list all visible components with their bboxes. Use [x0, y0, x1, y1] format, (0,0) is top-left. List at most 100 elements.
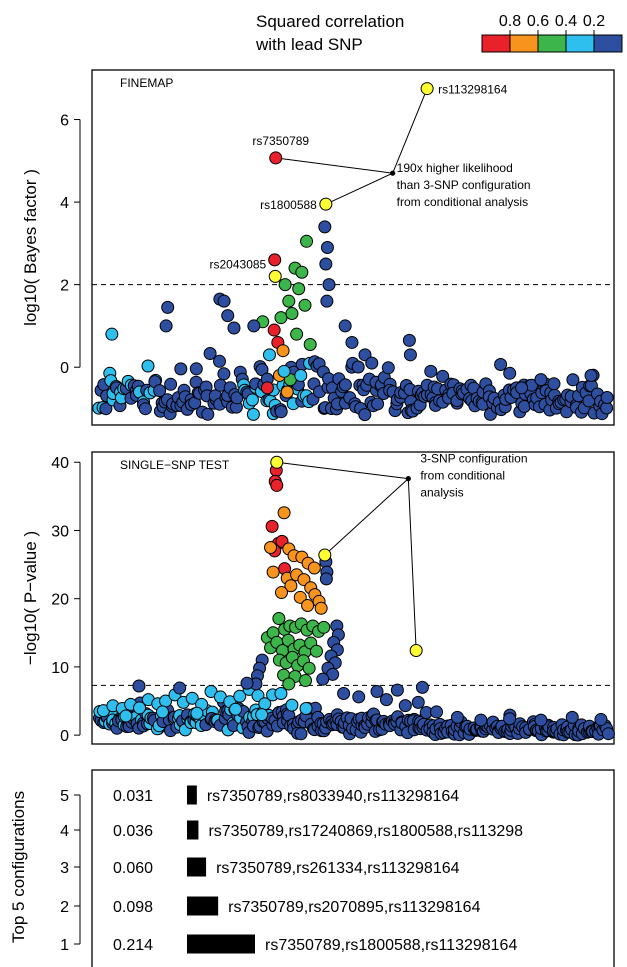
- snp-point: [351, 360, 365, 374]
- snp-point: [245, 393, 259, 407]
- snp-point: [293, 590, 307, 604]
- snp-point: [316, 672, 330, 686]
- snp-point: [190, 706, 204, 720]
- legend-tick-label: 0.4: [555, 13, 577, 30]
- snp-point: [345, 335, 359, 349]
- configuration-probability: 0.031: [113, 788, 153, 805]
- snp-label: rs7350789: [252, 134, 309, 148]
- snp-point: [450, 710, 464, 724]
- snp-point: [274, 405, 288, 419]
- snp-point: [276, 344, 290, 358]
- single-snp-annotation-line2: from conditional: [420, 469, 505, 483]
- snp-point: [307, 561, 321, 575]
- snp-point: [274, 586, 288, 600]
- snp-point: [282, 294, 296, 308]
- annotation-leader-line: [325, 172, 393, 205]
- snp-point: [280, 385, 294, 399]
- snp-point: [294, 727, 308, 741]
- snp-point: [268, 253, 282, 267]
- configuration-probability: 0.098: [113, 899, 153, 916]
- snp-point: [229, 702, 243, 716]
- highlighted-snp-point: [319, 197, 333, 211]
- snp-point: [503, 712, 517, 726]
- snp-point: [474, 713, 488, 727]
- snp-point: [415, 680, 429, 694]
- snp-point: [601, 727, 615, 741]
- snp-point: [390, 683, 404, 697]
- finemap-annotation-line3: from conditional analysis: [397, 195, 528, 209]
- snp-point: [381, 361, 395, 375]
- snp-point: [230, 391, 244, 405]
- y-tick-label: 0: [60, 360, 69, 377]
- snp-point: [298, 674, 312, 688]
- annotation-leader-line: [392, 88, 428, 174]
- single-snp-plot-frame: [91, 451, 615, 745]
- snp-point: [294, 368, 308, 382]
- configuration-probability: 0.214: [113, 937, 153, 954]
- y-tick-label: 40: [51, 455, 69, 472]
- configuration-rank: 1: [60, 937, 69, 954]
- finemap-panel-label: FINEMAP: [120, 76, 173, 90]
- snp-point: [174, 362, 188, 376]
- snp-point: [302, 661, 316, 675]
- legend-color-swatch: [593, 34, 623, 53]
- annotation-junction-dot: [405, 476, 411, 482]
- snp-point: [299, 702, 313, 716]
- snp-point: [203, 347, 217, 360]
- snp-point: [213, 354, 226, 368]
- snp-point: [133, 701, 147, 715]
- single-snp-panel: SINGLE−SNP TEST −log10( P−value ) 0 10 20 3…: [21, 451, 615, 745]
- configuration-snps: rs7350789,rs8033940,rs113298164: [207, 788, 459, 805]
- snp-point: [371, 397, 385, 411]
- legend-title-line2: with lead SNP: [255, 35, 363, 54]
- y-tick-label: 6: [60, 113, 69, 130]
- highlighted-snp-point: [318, 548, 332, 562]
- configuration-rank: 4: [60, 823, 69, 840]
- snp-point: [319, 257, 333, 271]
- snp-point: [337, 687, 351, 701]
- snp-point: [290, 327, 304, 341]
- snp-point: [534, 373, 548, 387]
- snp-point: [566, 373, 580, 387]
- snp-point: [119, 709, 133, 723]
- configuration-snps: rs7350789,rs17240869,rs1800588,rs113298: [208, 823, 523, 840]
- snp-point: [270, 478, 284, 492]
- snp-point: [201, 407, 215, 421]
- annotation-leader-line: [276, 461, 409, 480]
- snp-point: [430, 705, 444, 719]
- snp-point: [300, 234, 314, 248]
- snp-point: [105, 327, 119, 341]
- snp-point: [322, 278, 336, 292]
- annotation-junction-dot: [390, 170, 396, 176]
- snp-point: [295, 265, 309, 279]
- snp-point: [255, 708, 269, 722]
- snp-point: [278, 278, 292, 292]
- highlighted-snp-point: [268, 269, 282, 283]
- snp-point: [534, 713, 548, 727]
- snp-point: [317, 620, 331, 634]
- snp-point: [262, 348, 276, 362]
- snp-point: [338, 378, 352, 392]
- configuration-probability-bar: [187, 934, 255, 954]
- snp-point: [274, 687, 288, 701]
- highlighted-snp-point: [420, 82, 434, 96]
- finemap-y-axis-label: log10( Bayes factor ): [21, 169, 40, 326]
- snp-point: [358, 408, 372, 422]
- legend-tick-label: 0.8: [499, 13, 521, 30]
- snp-point: [266, 565, 280, 579]
- snp-point: [379, 693, 393, 707]
- annotation-leader-line: [324, 478, 409, 556]
- snp-point: [173, 681, 187, 695]
- snp-point: [352, 690, 366, 704]
- finemap-plot-frame: [91, 69, 615, 426]
- y-tick-label: 30: [51, 523, 69, 540]
- snp-point: [594, 712, 608, 726]
- snp-point: [314, 601, 328, 615]
- snp-point: [365, 356, 379, 370]
- legend-color-swatch: [537, 34, 567, 53]
- snp-point: [298, 298, 312, 312]
- configuration-rank: 3: [60, 860, 69, 877]
- legend-color-swatch: [509, 34, 539, 53]
- snp-point: [403, 348, 417, 362]
- snp-point: [153, 384, 167, 398]
